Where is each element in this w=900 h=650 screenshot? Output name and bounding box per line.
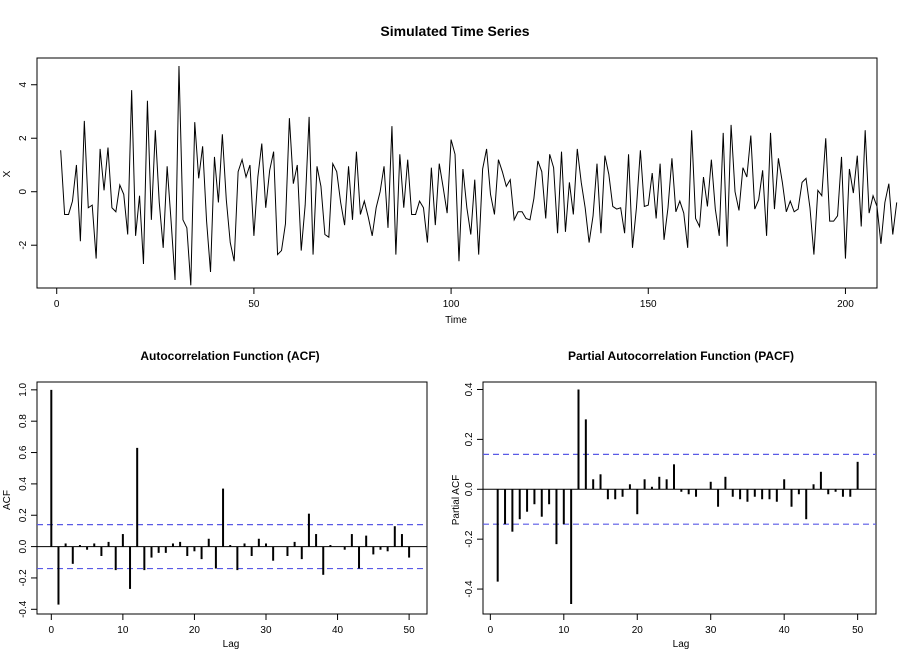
x-tick-label: 50 xyxy=(404,625,416,636)
chart-title: Partial Autocorrelation Function (PACF) xyxy=(568,349,794,363)
x-tick-label: 20 xyxy=(189,625,201,636)
x-tick-label: 100 xyxy=(443,299,460,310)
x-tick-label: 40 xyxy=(332,625,344,636)
ticks: 0 10 20 30 40 50 -0.4 -0.2 0.0 0.2 0.4 xyxy=(464,382,864,636)
y-tick-label: 0.4 xyxy=(464,382,475,396)
x-tick-label: 200 xyxy=(837,299,854,310)
x-tick-label: 50 xyxy=(248,299,260,310)
ticks: 0 50 100 150 200 -2 0 2 4 xyxy=(18,82,854,310)
y-tick-label: 2 xyxy=(18,135,29,141)
y-axis-label: ACF xyxy=(2,490,13,510)
pacf-panel: Partial Autocorrelation Function (PACF) … xyxy=(451,349,877,650)
x-axis-label: Lag xyxy=(673,639,690,650)
x-tick-label: 0 xyxy=(488,625,494,636)
y-tick-label: 0.0 xyxy=(464,482,475,496)
x-tick-label: 20 xyxy=(632,625,644,636)
y-tick-label: -0.4 xyxy=(18,600,29,618)
chart-title: Autocorrelation Function (ACF) xyxy=(140,349,319,363)
y-tick-label: 0.4 xyxy=(18,477,29,491)
y-tick-label: -2 xyxy=(18,240,29,249)
x-tick-label: 150 xyxy=(640,299,657,310)
plot-frame xyxy=(36,57,878,289)
y-tick-label: 4 xyxy=(18,82,29,88)
y-axis-label: Partial ACF xyxy=(451,475,462,526)
x-tick-label: 10 xyxy=(117,625,129,636)
bars xyxy=(483,389,876,605)
plot-frame xyxy=(482,381,877,615)
x-axis-label: Lag xyxy=(223,639,240,650)
y-tick-label: 0.6 xyxy=(18,445,29,459)
bars xyxy=(37,389,427,605)
chart-title: Simulated Time Series xyxy=(380,23,529,39)
time-series-panel: Simulated Time Series Time X 0 50 100 150 20… xyxy=(2,23,898,326)
x-tick-label: 40 xyxy=(779,625,791,636)
x-tick-label: 50 xyxy=(852,625,864,636)
x-tick-label: 30 xyxy=(705,625,717,636)
x-axis-label: Time xyxy=(445,315,467,326)
series-line xyxy=(60,66,898,286)
plot-frame xyxy=(36,381,428,615)
x-tick-label: 0 xyxy=(54,299,60,310)
y-tick-label: -0.4 xyxy=(464,580,475,598)
y-tick-label: 0 xyxy=(18,189,29,195)
y-tick-label: 0.2 xyxy=(18,508,29,522)
y-tick-label: 0.2 xyxy=(464,432,475,446)
y-tick-label: 1.0 xyxy=(18,382,29,396)
acf-panel: Autocorrelation Function (ACF) Lag ACF 0… xyxy=(2,349,428,650)
y-tick-label: -0.2 xyxy=(464,530,475,548)
y-tick-label: 0.0 xyxy=(18,539,29,553)
y-tick-label: 0.8 xyxy=(18,414,29,428)
y-tick-label: -0.2 xyxy=(18,569,29,587)
y-axis-label: X xyxy=(2,170,13,177)
x-tick-label: 30 xyxy=(260,625,272,636)
ticks: 0 10 20 30 40 50 -0.4 -0.2 0.0 0.2 0.4 0.6 0.8 1.0 xyxy=(18,382,415,636)
x-tick-label: 10 xyxy=(558,625,570,636)
x-tick-label: 0 xyxy=(49,625,55,636)
